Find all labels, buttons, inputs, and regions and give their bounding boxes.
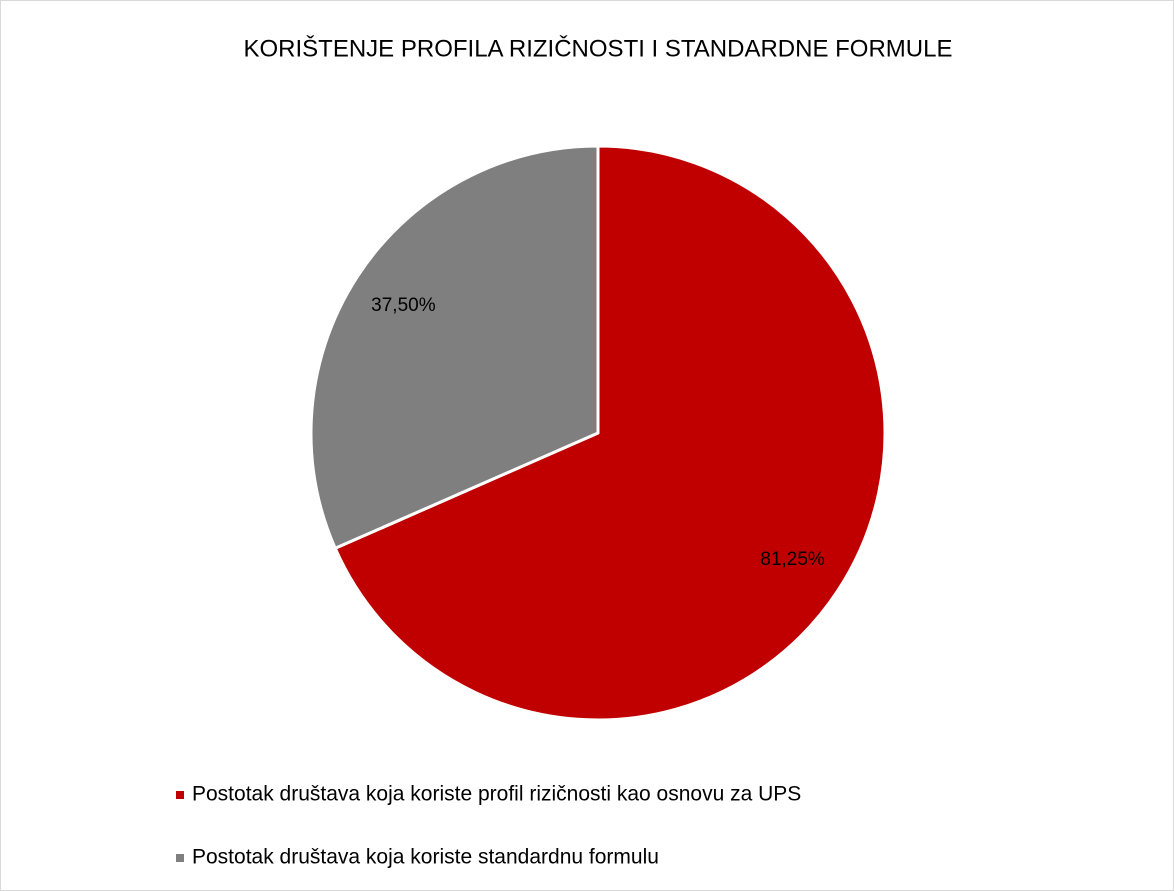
legend-swatch [176, 854, 184, 862]
data-label: 81,25% [760, 549, 825, 570]
legend-label: Postotak društava koja koriste standardn… [192, 846, 659, 869]
pie-slice [333, 144, 887, 722]
pie-slice [309, 144, 600, 550]
legend-label: Postotak društava koja koriste profil ri… [192, 783, 801, 806]
data-label: 37,50% [371, 295, 436, 316]
legend-swatch [176, 791, 184, 799]
chart-title: KORIŠTENJE PROFILA RIZIČNOSTI I STANDARD… [244, 34, 953, 62]
